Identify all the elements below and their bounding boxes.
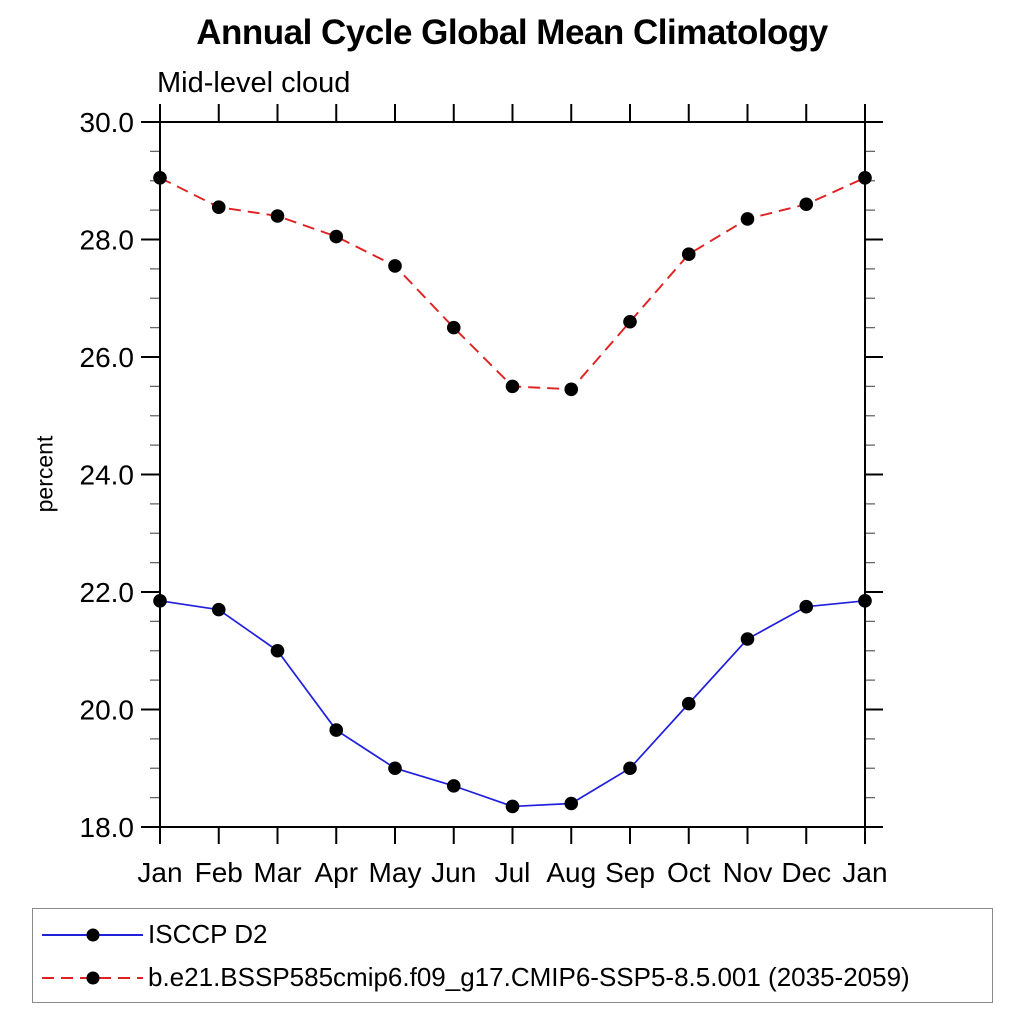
legend-box: ISCCP D2 b.e21.BSSP585cmip6.f09_g17.CMIP…	[32, 908, 993, 1003]
x-tick-label: Nov	[723, 857, 773, 888]
data-point-marker-series-0	[564, 796, 579, 811]
x-tick-label: Sep	[605, 857, 655, 888]
data-point-marker-series-0	[858, 594, 872, 608]
x-tick-label: Jun	[431, 857, 476, 888]
data-point-marker-series-1	[858, 171, 872, 185]
data-point-marker-series-1	[388, 259, 402, 273]
x-tick-label: Jul	[495, 857, 531, 888]
y-tick-label: 26.0	[80, 342, 135, 373]
series-line-0	[159, 599, 866, 808]
y-tick-label: 20.0	[80, 695, 135, 726]
data-point-marker-series-0	[388, 761, 402, 776]
data-point-marker-series-0	[153, 594, 167, 608]
data-point-marker-series-1	[329, 229, 344, 244]
legend-marker-dot	[86, 971, 100, 984]
legend-line-sample-dashed	[42, 971, 143, 984]
legend-line-sample-solid	[42, 928, 143, 941]
data-point-marker-series-1	[211, 200, 226, 214]
x-tick-label: Oct	[667, 857, 711, 888]
legend-entry-isccp: ISCCP D2	[38, 919, 988, 949]
data-point-marker-series-1	[446, 320, 461, 335]
plot-frame	[159, 121, 866, 828]
series-line-1	[159, 176, 866, 391]
y-tick-label: 22.0	[80, 577, 135, 608]
x-tick-label: Jan	[137, 857, 182, 888]
data-point-marker-series-0	[740, 632, 755, 646]
x-tick-label: Mar	[253, 857, 301, 888]
data-point-marker-series-0	[211, 602, 226, 617]
legend-entry-model: b.e21.BSSP585cmip6.f09_g17.CMIP6-SSP5-8.…	[38, 962, 988, 992]
y-tick-label: 30.0	[80, 107, 135, 138]
data-point-marker-series-0	[329, 723, 344, 737]
data-point-marker-series-1	[681, 247, 696, 261]
plot-svg: 18.0 20.0 22.0 24.0 26.0 28.0 30.0 Jan Feb Mar Apr…	[80, 104, 888, 888]
data-point-marker-series-1	[505, 379, 520, 394]
data-point-marker-series-0	[270, 643, 285, 658]
y-tick-label: 18.0	[80, 812, 135, 843]
data-point-marker-series-0	[799, 599, 814, 614]
x-tick-label: Jan	[842, 857, 887, 888]
data-point-marker-series-1	[799, 197, 814, 212]
x-tick-label: Feb	[195, 857, 243, 888]
data-point-marker-series-0	[623, 761, 637, 776]
data-point-marker-series-1	[153, 171, 167, 185]
x-tick-label: Aug	[546, 857, 596, 888]
data-point-marker-series-0	[446, 779, 461, 793]
legend-marker-dot	[86, 928, 100, 941]
data-point-marker-series-0	[505, 799, 520, 814]
data-point-marker-series-1	[623, 314, 637, 329]
x-tick-label: Dec	[781, 857, 831, 888]
data-point-marker-series-1	[564, 382, 579, 397]
data-point-marker-series-0	[681, 696, 696, 711]
y-tick-label: 28.0	[80, 225, 135, 256]
x-tick-label: May	[369, 857, 422, 888]
legend-label-isccp: ISCCP D2	[148, 919, 268, 949]
legend-label-model: b.e21.BSSP585cmip6.f09_g17.CMIP6-SSP5-8.…	[148, 962, 910, 992]
x-tick-label: Apr	[314, 857, 358, 888]
data-point-marker-series-1	[270, 209, 285, 223]
chart-title: Annual Cycle Global Mean Climatology	[196, 13, 828, 52]
chart-subtitle: Mid-level cloud	[157, 67, 351, 99]
y-tick-label: 24.0	[80, 460, 135, 491]
data-point-marker-series-1	[740, 212, 755, 226]
